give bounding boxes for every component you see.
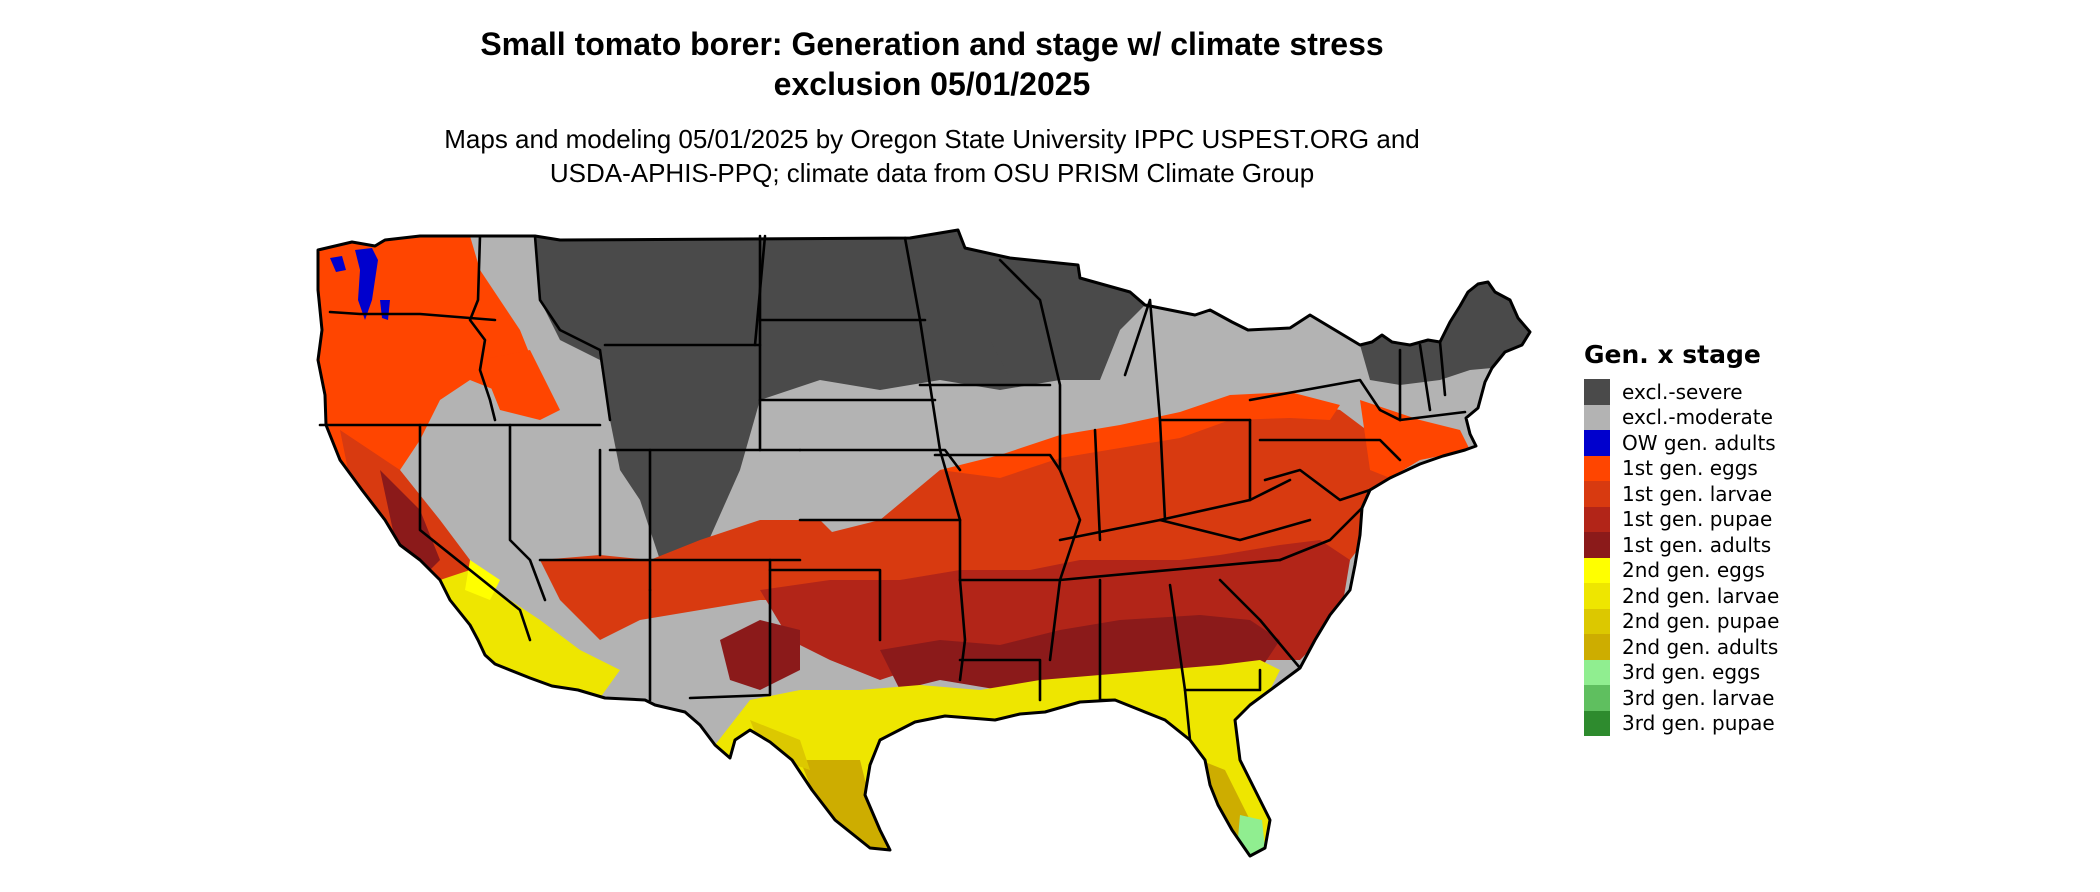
legend-label: 2nd gen. larvae <box>1622 583 1780 608</box>
map-legend: Gen. x stage excl.-severe excl.-moderate… <box>1584 340 1779 736</box>
legend-swatch <box>1584 532 1610 558</box>
legend-item: 2nd gen. larvae <box>1584 583 1779 609</box>
us-map <box>300 225 1560 885</box>
legend-item: 3rd gen. pupae <box>1584 710 1779 736</box>
legend-swatch <box>1584 710 1610 736</box>
legend-swatch <box>1584 506 1610 532</box>
map-title: Small tomato borer: Generation and stage… <box>0 24 1864 104</box>
legend-swatch <box>1584 659 1610 685</box>
legend-item: 1st gen. adults <box>1584 532 1779 558</box>
legend-item: 2nd gen. pupae <box>1584 608 1780 634</box>
subtitle-line-2: USDA-APHIS-PPQ; climate data from OSU PR… <box>549 158 1315 188</box>
legend-label: OW gen. adults <box>1622 430 1776 455</box>
legend-swatch <box>1584 430 1610 456</box>
title-line-1: Small tomato borer: Generation and stage… <box>480 26 1384 62</box>
legend-swatch <box>1584 634 1610 660</box>
legend-swatch <box>1584 481 1610 507</box>
legend-label: 3rd gen. pupae <box>1622 711 1775 736</box>
legend-item: 2nd gen. eggs <box>1584 557 1779 583</box>
legend-item: 1st gen. eggs <box>1584 455 1779 481</box>
legend-label: 3rd gen. larvae <box>1622 685 1775 710</box>
legend-label: excl.-severe <box>1622 379 1743 404</box>
legend-swatch <box>1584 685 1610 711</box>
legend-swatch <box>1584 379 1610 405</box>
legend-swatch <box>1584 404 1610 430</box>
legend-item: 2nd gen. adults <box>1584 634 1779 660</box>
legend-item: excl.-severe <box>1584 379 1779 405</box>
legend-item: excl.-moderate <box>1584 404 1779 430</box>
legend-item: 3rd gen. larvae <box>1584 685 1779 711</box>
legend-label: 1st gen. eggs <box>1622 456 1758 481</box>
legend-item: 3rd gen. eggs <box>1584 659 1779 685</box>
legend-label: 1st gen. pupae <box>1622 507 1773 532</box>
map-subtitle: Maps and modeling 05/01/2025 by Oregon S… <box>0 122 1864 190</box>
legend-item: 1st gen. larvae <box>1584 481 1779 507</box>
legend-label: 2nd gen. adults <box>1622 634 1779 659</box>
legend-label: 2nd gen. pupae <box>1622 609 1780 634</box>
legend-label: 2nd gen. eggs <box>1622 558 1765 583</box>
legend-title: Gen. x stage <box>1584 340 1761 369</box>
legend-swatch <box>1584 583 1610 609</box>
us-map-svg <box>316 228 1532 858</box>
legend-swatch <box>1584 455 1610 481</box>
legend-label: 1st gen. adults <box>1622 532 1772 557</box>
legend-swatch <box>1584 557 1610 583</box>
legend-item: 1st gen. pupae <box>1584 506 1779 532</box>
legend-item: OW gen. adults <box>1584 430 1779 456</box>
legend-label: 1st gen. larvae <box>1622 481 1773 506</box>
legend-label: 3rd gen. eggs <box>1622 660 1761 685</box>
legend-items: excl.-severe excl.-moderate OW gen. adul… <box>1584 379 1779 736</box>
subtitle-line-1: Maps and modeling 05/01/2025 by Oregon S… <box>444 124 1420 154</box>
legend-label: excl.-moderate <box>1622 405 1773 430</box>
title-line-2: exclusion 05/01/2025 <box>773 66 1091 102</box>
legend-swatch <box>1584 608 1610 634</box>
